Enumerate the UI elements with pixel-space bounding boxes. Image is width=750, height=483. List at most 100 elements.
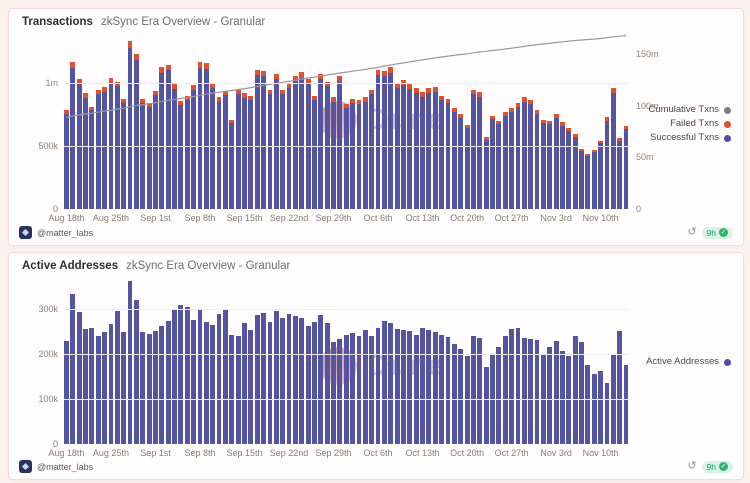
bar[interactable] bbox=[318, 315, 324, 444]
bar[interactable] bbox=[426, 88, 432, 209]
bar[interactable] bbox=[140, 98, 146, 209]
bar[interactable] bbox=[229, 334, 235, 444]
bar[interactable] bbox=[547, 120, 553, 209]
bar[interactable] bbox=[388, 67, 394, 209]
bar[interactable] bbox=[515, 102, 521, 209]
bar[interactable] bbox=[432, 332, 438, 444]
bar[interactable] bbox=[248, 329, 254, 444]
bar[interactable] bbox=[496, 346, 502, 444]
bar[interactable] bbox=[286, 314, 292, 444]
bar[interactable] bbox=[483, 367, 489, 444]
bar[interactable] bbox=[496, 120, 502, 209]
bar[interactable] bbox=[401, 329, 406, 444]
bar[interactable] bbox=[305, 325, 311, 444]
bar[interactable] bbox=[610, 88, 616, 209]
bar[interactable] bbox=[191, 85, 197, 209]
bar[interactable] bbox=[623, 364, 629, 444]
bar[interactable] bbox=[70, 293, 76, 444]
bar[interactable] bbox=[502, 335, 508, 444]
bar[interactable] bbox=[534, 110, 540, 209]
bar[interactable] bbox=[254, 69, 260, 209]
bar[interactable] bbox=[420, 328, 425, 444]
bar[interactable] bbox=[604, 117, 610, 209]
bar[interactable] bbox=[267, 89, 273, 209]
bar[interactable] bbox=[172, 308, 177, 444]
bar[interactable] bbox=[95, 89, 101, 209]
bar[interactable] bbox=[102, 332, 108, 444]
bar[interactable] bbox=[222, 90, 228, 209]
bar[interactable] bbox=[305, 78, 311, 209]
bar[interactable] bbox=[515, 327, 521, 444]
bar[interactable] bbox=[528, 100, 534, 209]
author-avatar[interactable] bbox=[19, 460, 32, 473]
bar[interactable] bbox=[540, 119, 546, 209]
bar[interactable] bbox=[242, 93, 247, 209]
bar[interactable] bbox=[471, 335, 476, 444]
legend-item-cumulative-txns[interactable]: Cumulative Txns bbox=[648, 105, 731, 115]
bar[interactable] bbox=[394, 328, 400, 444]
bar[interactable] bbox=[407, 331, 413, 444]
bar[interactable] bbox=[235, 335, 241, 444]
bar[interactable] bbox=[114, 310, 120, 444]
bar[interactable] bbox=[140, 332, 146, 444]
bar[interactable] bbox=[477, 92, 483, 209]
bar[interactable] bbox=[108, 77, 114, 209]
bar[interactable] bbox=[547, 346, 553, 444]
bar[interactable] bbox=[248, 96, 254, 209]
bar[interactable] bbox=[362, 97, 368, 209]
bar[interactable] bbox=[222, 308, 228, 444]
bar[interactable] bbox=[83, 329, 88, 444]
bar[interactable] bbox=[178, 305, 184, 444]
bar[interactable] bbox=[343, 334, 349, 444]
bar[interactable] bbox=[579, 148, 584, 209]
bar[interactable] bbox=[95, 335, 101, 444]
bar[interactable] bbox=[566, 127, 572, 209]
bar[interactable] bbox=[64, 341, 69, 444]
bar[interactable] bbox=[242, 323, 247, 444]
bar[interactable] bbox=[331, 97, 336, 209]
bar[interactable] bbox=[299, 72, 305, 209]
bar[interactable] bbox=[572, 335, 578, 444]
bar[interactable] bbox=[153, 331, 158, 444]
bar[interactable] bbox=[312, 96, 317, 209]
bar[interactable] bbox=[598, 140, 604, 209]
bar[interactable] bbox=[337, 76, 343, 209]
bar[interactable] bbox=[591, 374, 597, 444]
bar[interactable] bbox=[108, 324, 114, 444]
bar[interactable] bbox=[502, 111, 508, 209]
bar[interactable] bbox=[261, 313, 266, 444]
bar[interactable] bbox=[318, 73, 324, 209]
bar[interactable] bbox=[153, 90, 158, 209]
bar[interactable] bbox=[534, 340, 540, 444]
bar[interactable] bbox=[254, 314, 260, 444]
bar[interactable] bbox=[191, 319, 197, 444]
bar[interactable] bbox=[553, 114, 559, 209]
bar[interactable] bbox=[216, 97, 222, 209]
bar[interactable] bbox=[381, 321, 387, 444]
bar[interactable] bbox=[146, 333, 152, 444]
bar[interactable] bbox=[458, 349, 464, 444]
bar[interactable] bbox=[343, 103, 349, 209]
freshness-badge[interactable]: 9h ✓ bbox=[701, 460, 733, 473]
bar[interactable] bbox=[388, 323, 394, 444]
bar[interactable] bbox=[483, 136, 489, 209]
bar[interactable] bbox=[585, 364, 591, 444]
bar[interactable] bbox=[445, 336, 451, 444]
bar[interactable] bbox=[604, 383, 610, 444]
bar[interactable] bbox=[439, 96, 445, 209]
bar[interactable] bbox=[324, 323, 330, 444]
bar[interactable] bbox=[89, 106, 95, 209]
bar[interactable] bbox=[560, 351, 565, 444]
bar[interactable] bbox=[229, 119, 235, 209]
bar[interactable] bbox=[617, 331, 623, 444]
bar[interactable] bbox=[623, 126, 629, 209]
bar[interactable] bbox=[585, 153, 591, 209]
bar[interactable] bbox=[184, 307, 190, 444]
refresh-icon[interactable]: ↺ bbox=[687, 226, 697, 238]
bar[interactable] bbox=[432, 86, 438, 209]
bar[interactable] bbox=[292, 316, 298, 444]
bar[interactable] bbox=[413, 88, 419, 209]
bar[interactable] bbox=[146, 102, 152, 209]
bar[interactable] bbox=[420, 92, 425, 209]
bar[interactable] bbox=[528, 339, 534, 444]
